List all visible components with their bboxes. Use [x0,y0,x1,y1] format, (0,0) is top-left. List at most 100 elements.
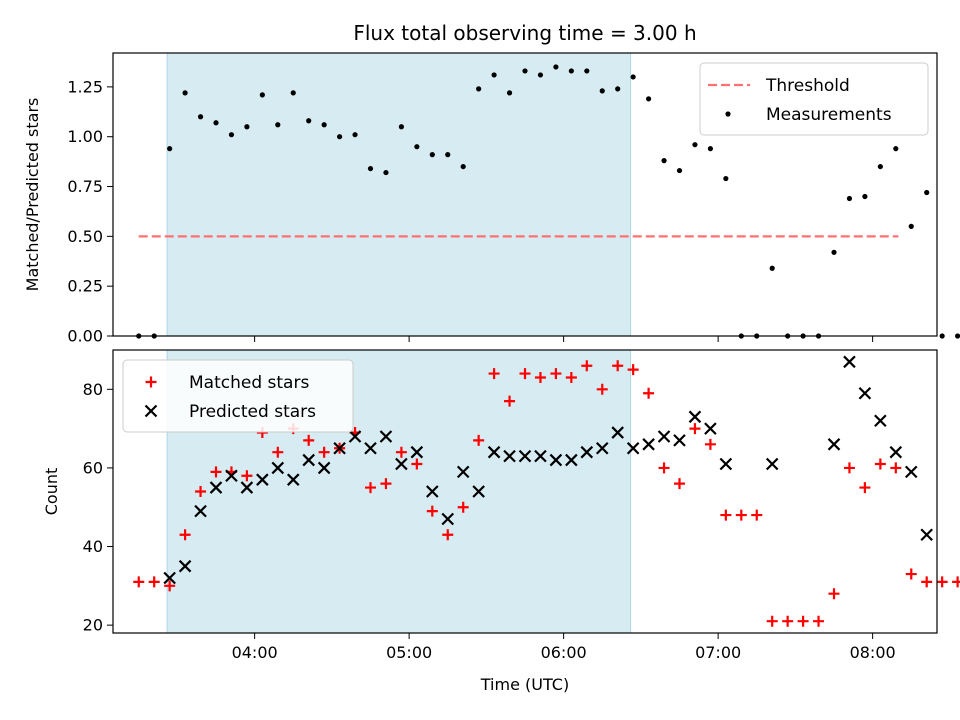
data-point [565,453,578,467]
data-point [410,445,424,459]
data-point [890,462,902,474]
data-point [148,576,160,588]
data-point [581,360,593,372]
data-point [303,434,315,446]
data-point [769,265,775,271]
data-point [553,64,559,70]
legend-label: Threshold [765,76,850,96]
data-point [197,114,204,120]
data-point [228,132,235,138]
data-point [476,86,482,92]
panel-ratio: 0.00 0.25 0.50 0.75 1.00 1.25 Matched/Predicte… [23,52,960,346]
data-point [719,457,733,471]
legend-label: Measurements [766,105,892,125]
legend-box [699,62,929,136]
data-point [643,387,655,399]
data-point [688,410,702,424]
data-point [859,482,871,494]
data-point [921,576,933,588]
data-point [503,449,516,463]
data-point [488,368,500,380]
data-point [429,152,435,158]
data-point [828,588,840,600]
data-point [167,146,173,152]
data-point [692,142,698,148]
data-point [751,509,763,521]
data-point [704,422,717,435]
legend-swatch [144,404,158,418]
series-predicted-stars [163,355,933,585]
data-point [286,473,300,486]
data-point [904,465,918,479]
data-point [271,461,285,475]
y-tick-label: 0.00 [67,327,103,346]
data-point [213,120,219,126]
legend-swatch [145,376,157,388]
data-point [306,118,312,124]
x-tick-label: 05:00 [386,643,432,662]
data-point [333,441,346,455]
data-point [550,368,562,380]
legend-label: Predicted stars [189,402,316,422]
data-point [179,529,191,541]
data-point [611,426,624,439]
data-point [797,615,809,627]
y-tick-label: 1.00 [67,127,103,146]
data-point [164,580,176,592]
data-point [889,445,903,459]
data-point [580,445,594,459]
chart-title: Flux total observing time = 3.00 h [353,21,696,45]
data-point [874,414,887,428]
data-point [596,383,608,395]
data-point [442,529,454,541]
data-point [321,122,327,128]
y-tick-label: 60 [83,458,103,477]
legend: Threshold Measurements [699,62,929,136]
plot-frame [112,349,938,634]
data-point [241,470,253,482]
data-point [456,465,470,479]
data-point [383,169,389,176]
legend-label: Matched stars [189,373,309,393]
y-tick-label: 0.25 [67,277,103,296]
data-point [522,68,528,74]
data-point [195,486,207,497]
data-point [240,481,254,494]
data-point [843,462,855,474]
data-point [210,466,222,478]
data-point [905,568,917,580]
data-point [337,134,343,140]
x-tick-label: 06:00 [541,643,587,662]
data-point [244,124,250,130]
data-point [445,152,451,158]
data-point [846,195,853,202]
data-point [612,360,624,372]
data-point [367,165,374,172]
data-point [862,193,868,200]
data-point [565,372,577,384]
data-point [766,615,778,627]
data-point [395,457,408,471]
x-tick-label: 04:00 [232,643,278,662]
data-point [302,453,315,467]
data-point [290,90,296,96]
data-point [661,158,667,164]
panel-count: 20 40 60 80 04:00 05:00 06:00 07:00 08:00 Count Ma… [42,349,960,662]
data-point [518,449,532,463]
data-point [414,144,420,150]
data-point [924,189,930,196]
data-point [318,446,330,458]
data-point [568,68,574,74]
data-point [275,122,281,128]
series-matched-stars [133,360,960,627]
y-tick-label: 0.75 [67,177,103,196]
observing-interval-shade [167,53,631,336]
data-point [472,485,485,498]
data-point [858,386,872,400]
y-tick-label: 40 [83,537,103,556]
data-point [831,249,837,255]
data-point [348,430,362,443]
legend: Matched stars Predicted stars [122,359,354,433]
data-point [209,481,223,494]
